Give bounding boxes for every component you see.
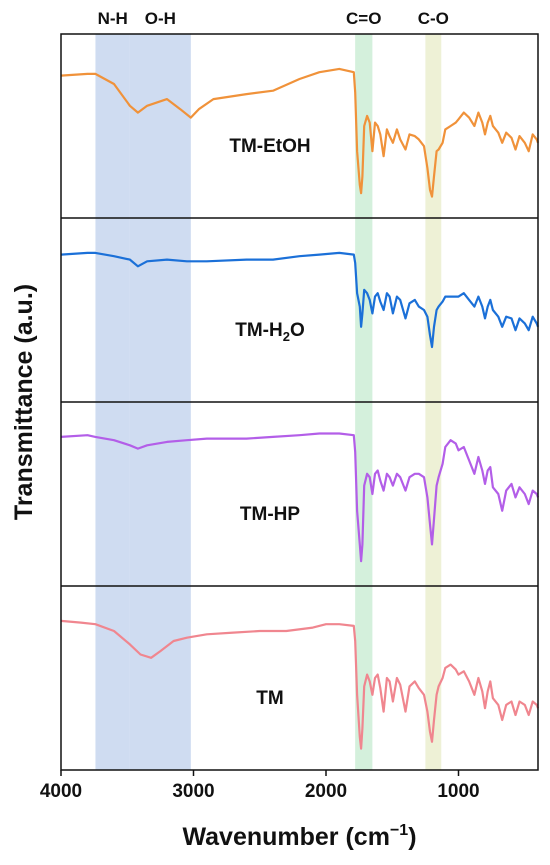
sample-label-tm-hp: TM-HP xyxy=(240,504,300,525)
sample-label-part: TM xyxy=(256,688,283,709)
series-line-tm-etoh xyxy=(60,67,540,198)
plot-frame xyxy=(60,33,539,771)
x-tick-label: 3000 xyxy=(172,781,214,802)
sample-labels-layer: TM-EtOH TM-H2O TM-HP TM xyxy=(229,136,310,709)
sample-label-tm: TM xyxy=(256,688,283,709)
sample-label-part: TM-EtOH xyxy=(229,136,310,157)
y-axis-title: Transmittance (a.u.) xyxy=(10,284,38,520)
x-axis-ticks: 4000 3000 2000 1000 xyxy=(40,770,480,802)
band-label-n-h: N-H xyxy=(98,9,128,28)
sample-label-tm-h2o: TM-H2O xyxy=(235,320,305,344)
band-label-c=o: C=O xyxy=(346,9,381,28)
sample-label-part: O xyxy=(290,320,305,341)
panel-dividers xyxy=(61,217,538,587)
sample-label-part: TM-HP xyxy=(240,504,300,525)
x-axis-title-close: ) xyxy=(408,823,416,851)
x-tick-label: 2000 xyxy=(305,781,347,802)
sample-label-part: TM-H xyxy=(235,320,282,341)
sample-label-tm-etoh: TM-EtOH xyxy=(229,136,310,157)
band-label-o-h: O-H xyxy=(145,9,176,28)
x-axis-title: Wavenumber (cm−1) xyxy=(182,822,416,851)
x-tick-label: 1000 xyxy=(437,781,479,802)
x-axis-title-main: Wavenumber (cm xyxy=(182,823,389,851)
series-line-tm-h2o xyxy=(60,251,540,349)
series-line-tm xyxy=(60,619,540,750)
spectra-layer xyxy=(60,67,540,750)
band-labels-layer: N-H O-H C=O C-O xyxy=(98,9,449,28)
sample-label-part: 2 xyxy=(283,329,290,344)
x-tick-label: 4000 xyxy=(40,781,82,802)
series-line-tm-hp xyxy=(60,432,540,563)
x-axis-title-superscript: −1 xyxy=(390,822,408,839)
band-label-c-o: C-O xyxy=(418,9,449,28)
